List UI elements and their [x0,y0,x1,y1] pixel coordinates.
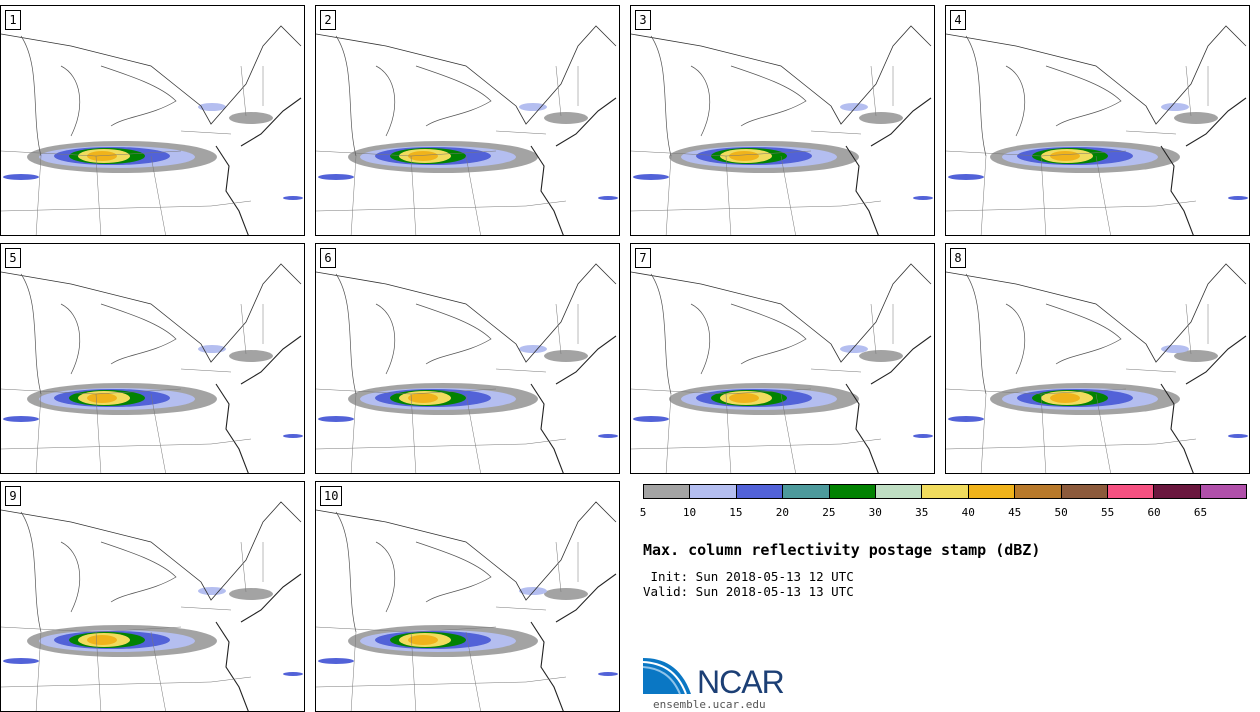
postage-stamp-panel: 6 [315,243,620,474]
ncar-logo-text: NCAR [697,664,785,700]
colorbar-swatch [1200,485,1247,498]
valid-time: Valid: Sun 2018-05-13 13 UTC [643,584,854,599]
colorbar-tick-label: 30 [868,506,882,519]
colorbar-swatch [644,485,691,498]
colorbar-tick-label: 40 [961,506,975,519]
member-number-label: 10 [320,486,343,506]
member-number-label: 9 [5,486,21,506]
colorbar-swatch [1107,485,1155,498]
member-number-label: 4 [950,10,966,30]
postage-stamp-panel: 2 [315,5,620,236]
website-url: ensemble.ucar.edu [653,698,766,711]
colorbar-tick-label: 5 [639,506,647,519]
colorbar-swatch [690,485,737,498]
postage-stamp-panel: 9 [0,481,305,712]
colorbar-tick-label: 35 [915,506,929,519]
colorbar-swatch [1154,485,1201,498]
member-number-label: 3 [635,10,651,30]
member-number-label: 5 [5,248,21,268]
colorbar-swatch [922,485,969,498]
member-number-label: 6 [320,248,336,268]
postage-stamp-panel: 5 [0,243,305,474]
colorbar-tick-label: 55 [1100,506,1115,519]
member-number-label: 7 [635,248,651,268]
colorbar-swatch [736,485,784,498]
member-number-label: 1 [5,10,21,30]
postage-stamp-panel: 8 [945,243,1250,474]
postage-stamp-panel: 10 [315,481,620,712]
colorbar-swatch [783,485,830,498]
colorbar-tick-label: 10 [682,506,697,519]
postage-stamp-panel: 7 [630,243,935,474]
plot-title: Max. column reflectivity postage stamp (… [643,541,1041,559]
colorbar-swatch [829,485,876,498]
colorbar-swatch [875,485,923,498]
colorbar-tick-label: 20 [775,506,789,519]
colorbar-tick-label: 60 [1147,506,1161,519]
ncar-logo-icon [643,658,691,695]
colorbar-tick-label: 50 [1054,506,1068,519]
colorbar-swatch [968,485,1016,498]
postage-stamp-panel: 4 [945,5,1250,236]
postage-stamp-panel: 1 [0,5,305,236]
colorbar-swatch [1015,485,1062,498]
postage-stamp-panel: 3 [630,5,935,236]
colorbar-tick-label: 25 [822,506,836,519]
colorbar-tick-label: 65 [1193,506,1208,519]
colorbar-ticks: 5 10 15 20 25 30 35 40 45 50 55 60 65 [639,506,1247,520]
colorbar-tick-label: 15 [729,506,743,519]
init-time: Init: Sun 2018-05-13 12 UTC [643,569,854,584]
member-number-label: 8 [950,248,966,268]
colorbar-tick-label: 45 [1008,506,1022,519]
member-number-label: 2 [320,10,336,30]
reflectivity-colorbar [643,484,1247,499]
colorbar-swatch [1061,485,1108,498]
